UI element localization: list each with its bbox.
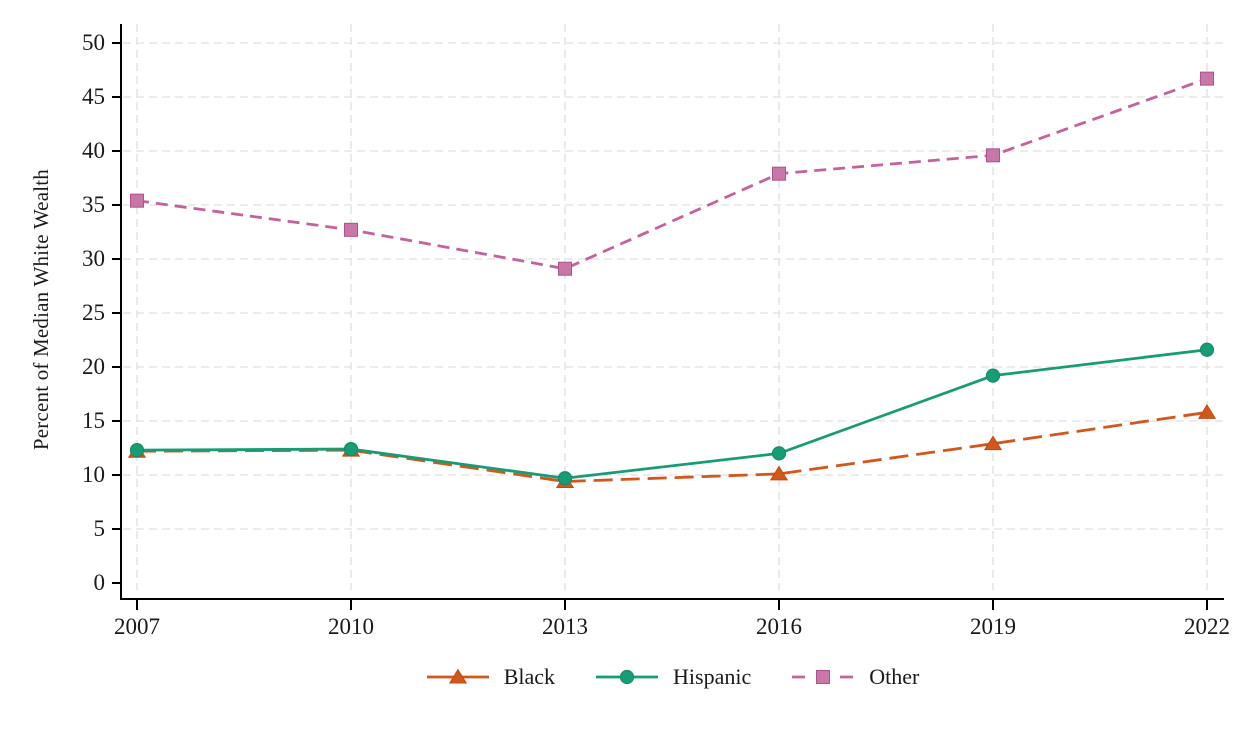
legend-item-other: Other [791, 664, 919, 690]
data-point-circle [619, 669, 635, 685]
series-line-other [136, 77, 1208, 271]
chart-legend: Black Hispanic Other [121, 664, 1224, 690]
x-tick-label: 2010 [328, 614, 374, 639]
axes: 0 5 10 15 20 25 30 35 40 45 50 2007 2010 2013 2016 2019… [82, 24, 1230, 639]
y-tick-label: 0 [94, 570, 106, 595]
x-tick-label: 2022 [1184, 614, 1230, 639]
y-tick-label: 35 [82, 192, 105, 217]
data-point-triangle [983, 435, 1003, 451]
y-tick-label: 10 [82, 462, 105, 487]
legend-sample-black [426, 668, 489, 684]
legend-sample-other [792, 670, 855, 684]
data-point-square [816, 670, 831, 684]
series-line-black [136, 410, 1208, 483]
x-tick-label: 2013 [542, 614, 588, 639]
y-tick-label: 40 [82, 138, 105, 163]
data-point-square [558, 261, 572, 276]
y-tick-label: 30 [82, 246, 105, 271]
data-point-square [1200, 71, 1214, 86]
data-point-square [130, 193, 144, 208]
data-point-triangle [448, 668, 467, 684]
data-point-square [772, 166, 786, 181]
data-point-circle [1199, 342, 1215, 357]
series-line-hispanic [136, 348, 1208, 480]
data-point-circle [129, 443, 145, 458]
y-tick-label: 50 [82, 30, 105, 55]
x-tick-label: 2016 [756, 614, 802, 639]
legend-label-other: Other [869, 664, 920, 689]
series-markers-hispanic [129, 342, 1215, 486]
line-chart-svg: 0 5 10 15 20 25 30 35 40 45 50 2007 2010 2013 2016 2019… [82, 24, 1230, 639]
legend-label-hispanic: Hispanic [673, 664, 752, 689]
y-tick-label: 45 [82, 84, 105, 109]
x-tick-label: 2019 [970, 614, 1016, 639]
data-point-circle [343, 441, 359, 457]
legend-item-black: Black [426, 664, 555, 690]
y-tick-label: 5 [94, 516, 106, 541]
data-point-square [986, 148, 1000, 163]
series-markers-other [130, 71, 1214, 276]
y-tick-label: 15 [82, 408, 105, 433]
x-tick-label: 2007 [114, 614, 160, 639]
y-axis-title-wrap: Percent of Median White Wealth [26, 0, 56, 620]
y-tick-label: 25 [82, 300, 105, 325]
data-point-square [344, 222, 358, 237]
legend-item-hispanic: Hispanic [595, 664, 751, 690]
legend-sample-hispanic [596, 669, 659, 685]
gridlines [123, 24, 1224, 590]
y-tick-label: 20 [82, 354, 105, 379]
data-point-triangle [769, 465, 789, 481]
legend-label-black: Black [503, 664, 556, 689]
y-axis-title: Percent of Median White Wealth [28, 169, 53, 451]
data-point-circle [557, 471, 573, 486]
data-point-circle [771, 446, 787, 461]
data-point-circle [985, 368, 1001, 383]
data-point-triangle [1197, 404, 1217, 419]
